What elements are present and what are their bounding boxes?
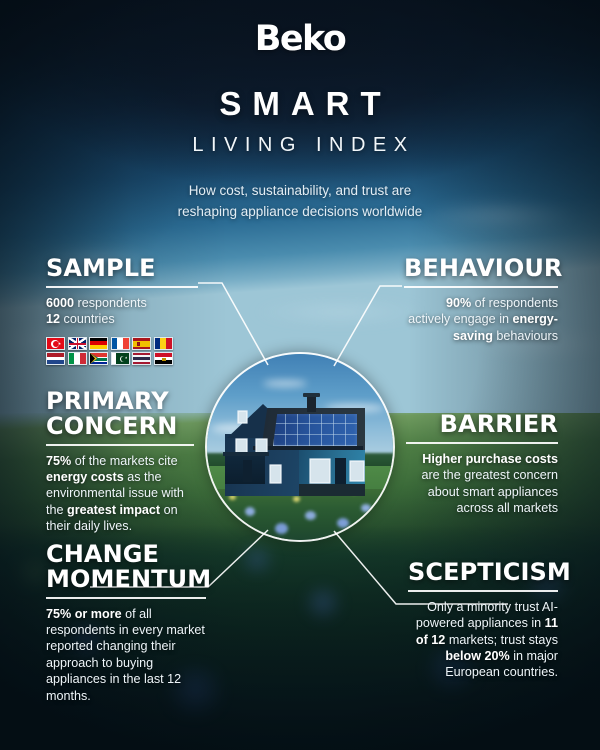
central-house-illustration [205, 352, 395, 542]
stat-block-behaviour: BEHAVIOUR 90% of respondents actively en… [404, 254, 563, 344]
flag-thailand [132, 352, 151, 366]
primary-concern-heading-line-1: PRIMARY [46, 387, 169, 415]
change-momentum-heading-line-2: MOMENTUM [46, 564, 212, 593]
primary-concern-text-a: of the markets cite [71, 453, 178, 468]
solar-panels-icon [273, 414, 357, 446]
scepticism-text-b: markets; trust stays [445, 632, 558, 647]
flag-france [110, 336, 130, 350]
behaviour-rule [404, 285, 558, 288]
change-momentum-heading-line-1: CHANGE [46, 540, 160, 568]
primary-concern-body: 75% of the markets cite energy costs as … [46, 453, 194, 535]
primary-concern-heading: PRIMARY CONCERN [46, 389, 194, 439]
scepticism-body: Only a minority trust AI-powered applian… [408, 599, 558, 681]
change-momentum-rule [46, 596, 206, 599]
change-momentum-highlight: 75% or more [46, 606, 122, 621]
flag-united-kingdom [67, 336, 87, 350]
flag-spain [132, 336, 151, 350]
scepticism-text-a: Only a minority trust AI-powered applian… [415, 599, 558, 631]
header: Beko SMART LIVING INDEX How cost, sustai… [0, 0, 600, 223]
stat-block-change-momentum: CHANGE MOMENTUM 75% or more of all respon… [46, 540, 211, 705]
country-flags [46, 336, 198, 366]
flag-romania [153, 336, 173, 350]
scepticism-highlight-1: 11 of 12 [415, 616, 558, 647]
behaviour-stat-value: 90% [445, 295, 472, 310]
behaviour-highlight: energy-saving [452, 312, 558, 343]
primary-concern-heading-line-2: CONCERN [46, 411, 178, 440]
scepticism-text-c: in major European countries. [445, 649, 558, 680]
stat-block-sample: SAMPLE 6000 respondents 12 countries [46, 256, 198, 368]
flag-row-1 [46, 336, 198, 350]
sample-body: 6000 respondents 12 countries [46, 295, 198, 328]
house-graphic [223, 393, 375, 496]
page-subtitle: How cost, sustainability, and trust are … [0, 181, 600, 223]
flag-row-2 [46, 352, 198, 366]
flag-pakistan [110, 352, 130, 366]
flag-turkey [46, 336, 65, 350]
flag-south-africa [89, 352, 108, 366]
primary-concern-highlight-1: energy costs [46, 469, 124, 484]
primary-concern-text-b: as the environmental issue with the [46, 469, 184, 517]
behaviour-text-a: of respondents actively engage in [408, 295, 558, 327]
stat-block-barrier: BARRIER Higher purchase costs are the gr… [406, 412, 558, 516]
change-momentum-heading: CHANGE MOMENTUM [46, 540, 211, 592]
flag-germany [89, 336, 108, 350]
behaviour-heading: BEHAVIOUR [404, 254, 563, 282]
stat-block-scepticism: SCEPTICISM Only a minority trust AI-powe… [408, 558, 571, 681]
barrier-rule [406, 441, 558, 444]
sample-heading: SAMPLE [46, 254, 156, 282]
subtitle-line-2: reshaping appliance decisions worldwide [177, 203, 423, 219]
behaviour-text-b: behaviours [492, 328, 558, 343]
sample-rule [46, 285, 198, 288]
page-title-main: SMART [219, 85, 392, 122]
primary-concern-stat-value: 75% [46, 453, 72, 468]
sample-countries-value: 12 [46, 312, 61, 327]
flag-italy [67, 352, 87, 366]
flag-egypt [153, 352, 173, 366]
subtitle-line-1: How cost, sustainability, and trust are [188, 183, 412, 198]
stat-block-primary-concern: PRIMARY CONCERN 75% of the markets cite e… [46, 389, 194, 535]
sample-respondents-label: respondents [77, 295, 147, 310]
scepticism-heading: SCEPTICISM [408, 558, 571, 586]
page-title-sub: LIVING INDEX [192, 134, 415, 156]
primary-concern-rule [46, 443, 194, 446]
change-momentum-body: 75% or more of all respondents in every … [46, 606, 206, 705]
scepticism-rule [408, 589, 558, 592]
sample-countries-label: countries [63, 312, 115, 327]
barrier-heading: BARRIER [439, 410, 558, 438]
sample-respondents-value: 6000 [46, 295, 75, 310]
barrier-highlight: Higher purchase costs [422, 451, 558, 466]
primary-concern-highlight-2: greatest impact [67, 502, 161, 517]
beko-logo: Beko [254, 19, 347, 59]
behaviour-body: 90% of respondents actively engage in en… [404, 295, 558, 344]
scepticism-highlight-2: below 20% [445, 649, 510, 663]
flag-netherlands [46, 352, 65, 366]
barrier-text-a: are the greatest concern about smart app… [421, 468, 558, 515]
change-momentum-text-a: of all respondents in every market repor… [46, 606, 205, 703]
barrier-body: Higher purchase costs are the greatest c… [406, 451, 558, 517]
